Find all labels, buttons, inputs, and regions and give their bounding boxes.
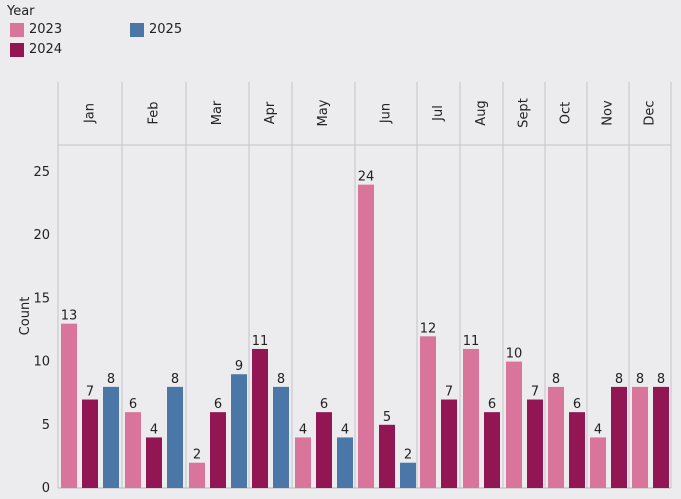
bar-feb-2024 [146,437,162,488]
data-label-apr-2025: 8 [277,372,285,387]
data-label-may-2023: 4 [299,422,307,437]
bar-nov-2023 [590,437,606,488]
y-tick-label: 15 [33,291,50,306]
bar-dec-2024 [653,386,669,488]
bar-may-2024 [316,412,332,488]
bar-dec-2023 [632,386,648,488]
y-tick-label: 20 [33,228,50,243]
bar-jan-2024 [82,399,98,488]
legend-swatch-2023 [10,22,24,37]
y-tick-label: 25 [33,165,50,180]
bar-sept-2023 [506,361,522,488]
month-label-jan: Jan [83,103,98,124]
bar-may-2023 [295,437,311,488]
bar-feb-2023 [125,412,141,488]
legend-swatch-2024 [10,42,24,57]
bar-jun-2024 [379,424,395,488]
data-label-jul-2024: 7 [445,385,453,400]
data-label-sept-2024: 7 [531,385,539,400]
y-tick-label: 0 [42,481,50,496]
data-label-mar-2023: 2 [193,448,201,463]
legend-item-2024[interactable]: 2024 [10,42,62,57]
data-label-sept-2023: 10 [506,347,523,362]
legend-label-2024: 2024 [29,42,63,57]
bar-nov-2024 [611,386,627,488]
data-label-nov-2023: 4 [594,422,602,437]
bar-oct-2023 [548,386,564,488]
bar-mar-2025 [231,374,247,488]
bar-jul-2024 [441,399,457,488]
data-label-jun-2025: 2 [404,448,412,463]
bar-oct-2024 [569,412,585,488]
legend-label-2023: 2023 [29,22,63,37]
month-label-jul: Jul [431,105,446,122]
legend-title: Year [7,4,35,19]
month-label-jun: Jun [379,103,394,124]
data-label-jun-2023: 24 [358,170,375,185]
bar-jun-2025 [400,462,416,488]
data-label-aug-2024: 6 [488,397,496,412]
bar-aug-2024 [484,412,500,488]
bar-jun-2023 [358,184,374,488]
data-label-feb-2025: 8 [171,372,179,387]
bar-feb-2025 [167,386,183,488]
data-label-jan-2023: 13 [61,309,78,324]
y-tick-label: 10 [33,355,50,370]
bar-jul-2023 [420,336,436,488]
bar-aug-2023 [463,348,479,488]
data-label-mar-2024: 6 [214,397,222,412]
legend-label-2025: 2025 [149,22,183,37]
bar-mar-2024 [210,412,226,488]
month-label-nov: Nov [601,100,616,126]
month-label-sept: Sept [517,98,532,128]
data-label-nov-2024: 8 [615,372,623,387]
data-label-aug-2023: 11 [463,334,480,349]
month-label-dec: Dec [643,100,658,125]
month-label-feb: Feb [147,101,162,124]
data-label-oct-2024: 6 [573,397,581,412]
bar-sept-2024 [527,399,543,488]
legend-item-2025[interactable]: 2025 [130,22,182,37]
bar-jan-2025 [103,386,119,488]
month-label-aug: Aug [474,100,489,125]
bar-may-2025 [337,437,353,488]
bar-apr-2025 [273,386,289,488]
data-label-jan-2025: 8 [107,372,115,387]
month-label-apr: Apr [263,101,278,124]
legend: Year 2023 2024 2025 [0,0,681,70]
data-label-mar-2025: 9 [235,359,243,374]
month-label-may: May [316,99,331,126]
y-axis-title: Count [18,297,33,336]
data-label-dec-2023: 8 [636,372,644,387]
data-label-oct-2023: 8 [552,372,560,387]
bar-mar-2023 [189,462,205,488]
legend-item-2023[interactable]: 2023 [10,22,62,37]
legend-swatch-2025 [130,22,144,37]
data-label-feb-2023: 6 [129,397,137,412]
bar-jan-2023 [61,323,77,488]
data-label-jun-2024: 5 [383,410,391,425]
data-label-jul-2023: 12 [420,321,437,336]
data-label-may-2024: 6 [320,397,328,412]
month-label-mar: Mar [210,100,225,125]
data-label-dec-2024: 8 [657,372,665,387]
data-label-may-2025: 4 [341,422,349,437]
y-tick-label: 5 [42,418,50,433]
data-label-feb-2024: 4 [150,422,158,437]
month-label-oct: Oct [559,102,574,124]
data-label-apr-2024: 11 [252,334,269,349]
data-label-jan-2024: 7 [86,385,94,400]
bar-apr-2024 [252,348,268,488]
